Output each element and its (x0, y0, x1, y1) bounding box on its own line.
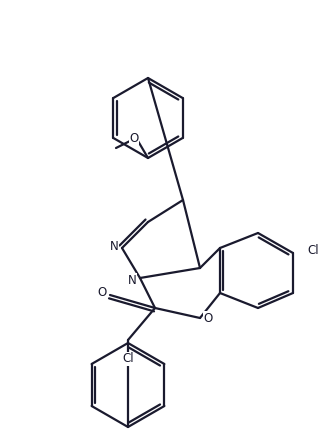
Text: O: O (204, 311, 213, 324)
Text: O: O (129, 132, 139, 144)
Text: N: N (110, 239, 118, 252)
Text: N: N (128, 273, 136, 286)
Text: Cl: Cl (122, 352, 134, 365)
Text: O: O (97, 286, 107, 300)
Text: Cl: Cl (307, 245, 319, 258)
